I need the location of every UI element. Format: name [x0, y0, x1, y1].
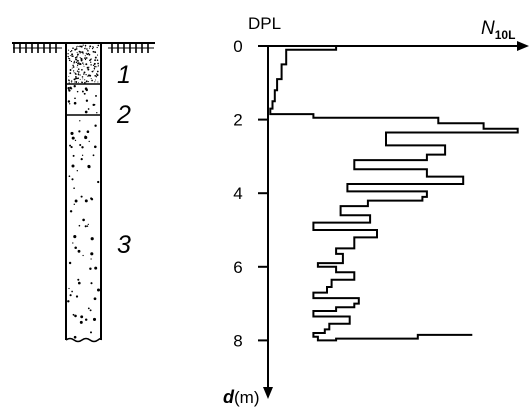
- y-tick-label-8: 8: [233, 331, 242, 350]
- y-tick-label-6: 6: [233, 258, 242, 277]
- y-tick-label-4: 4: [233, 184, 242, 203]
- soil-texture-pattern: [67, 44, 101, 339]
- y-axis-label: d(m): [223, 387, 259, 407]
- y-axis-ticks: 0 2 4 6 8: [233, 37, 268, 350]
- x-axis-symbol: N: [481, 18, 495, 39]
- y-tick-label-2: 2: [233, 111, 242, 130]
- layer-number-2: 2: [116, 101, 131, 129]
- y-axis-arrowhead-icon: [263, 387, 273, 399]
- x-axis-label: N10L: [481, 18, 515, 42]
- borehole-bottom-break: [65, 337, 102, 343]
- x-axis-subscript: 10L: [495, 28, 516, 42]
- dpl-chart: DPL N10L d(m) 0 2 4 6 8: [223, 14, 529, 407]
- y-axis-symbol: d: [223, 387, 235, 407]
- y-tick-label-0: 0: [233, 37, 242, 56]
- x-axis-arrowhead-icon: [517, 41, 529, 51]
- dpl-profile-line: [268, 45, 519, 342]
- layer-number-3: 3: [117, 231, 131, 259]
- chart-title: DPL: [248, 14, 281, 33]
- y-axis-unit: (m): [234, 388, 259, 407]
- borehole-log: 1 2 3: [12, 42, 155, 343]
- ground-surface-hatch-icon: [12, 42, 155, 53]
- layer-number-1: 1: [117, 61, 131, 89]
